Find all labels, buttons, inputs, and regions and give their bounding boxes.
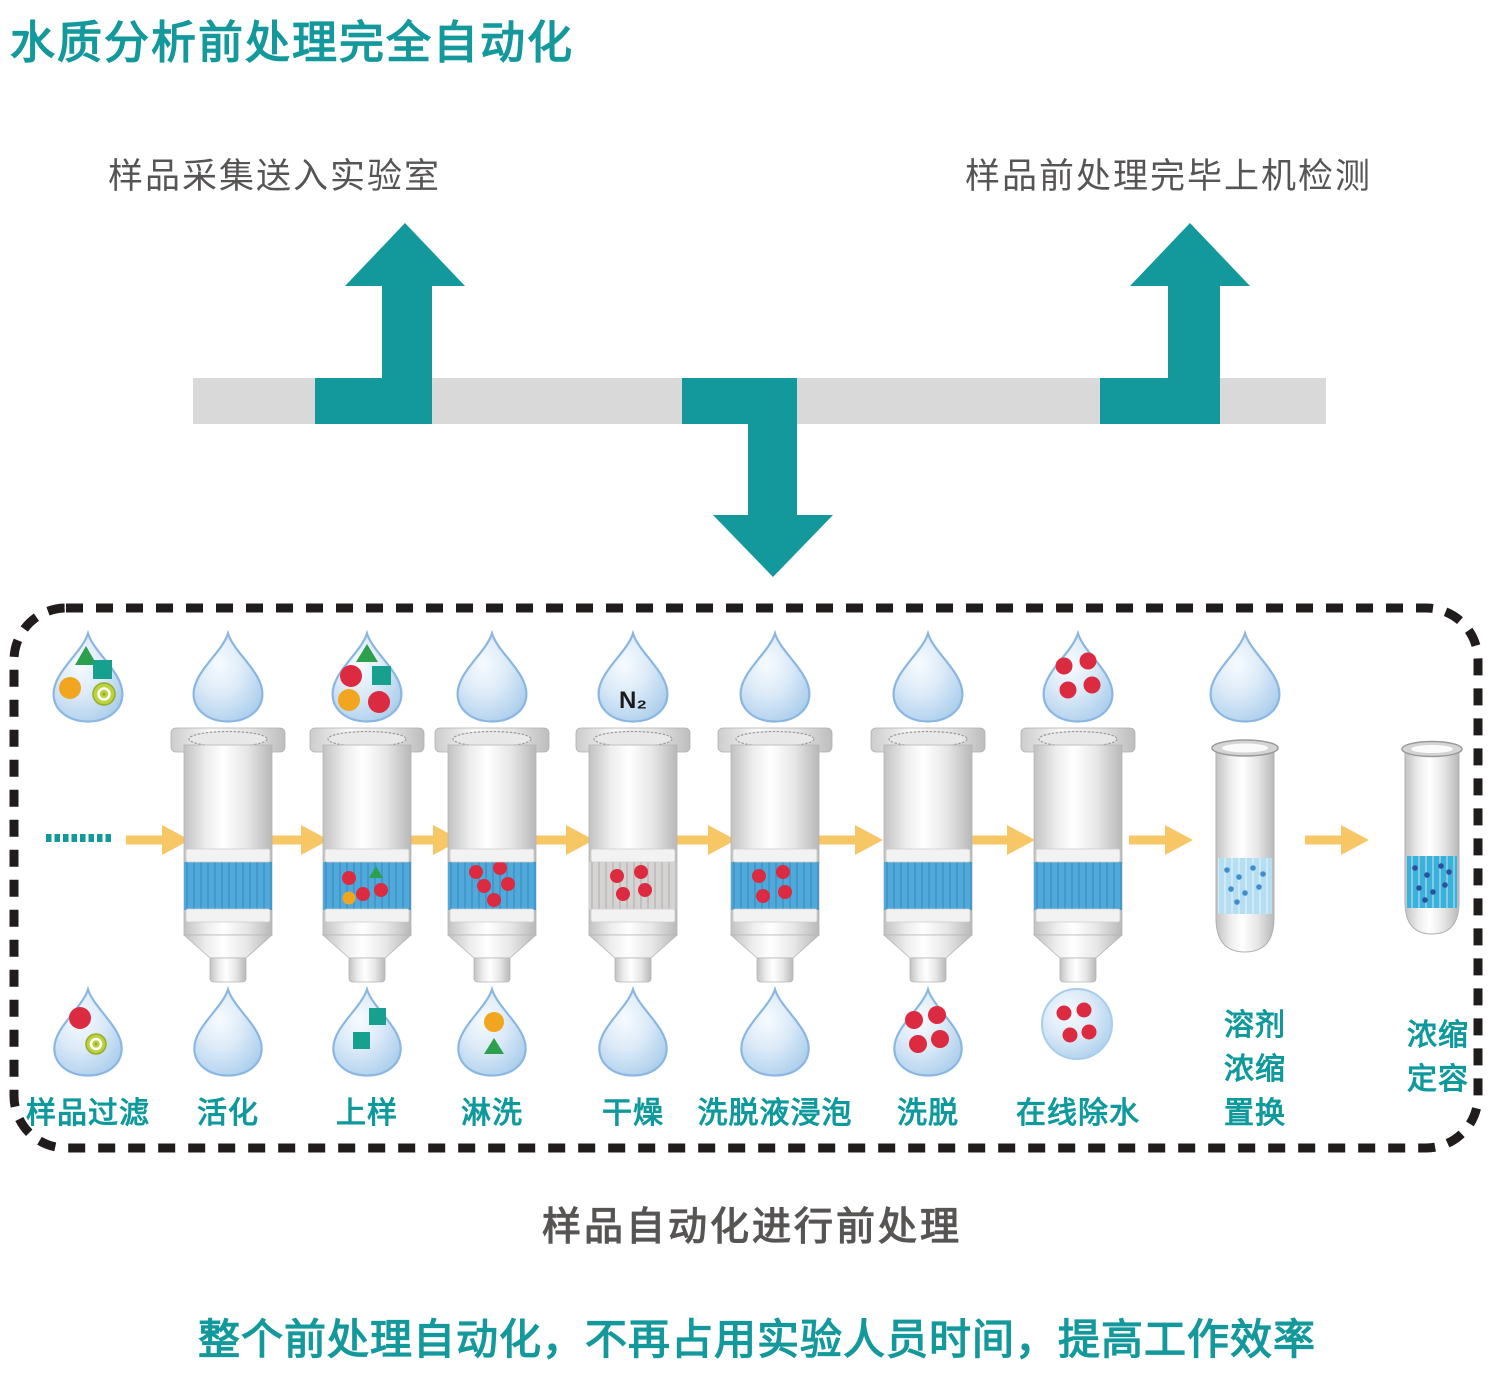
arrow-down-icon — [682, 378, 833, 577]
flow-arrow-icon — [1305, 825, 1369, 855]
test-tubes — [1211, 739, 1463, 953]
station-label-exchange-line3: 置换 — [1224, 1097, 1286, 1130]
flow-arrow-icon — [530, 825, 594, 855]
flow-arrow-icon — [1129, 825, 1193, 855]
footer-slogan: 整个前处理自动化，不再占用实验人员时间，提高工作效率 — [197, 1316, 1317, 1363]
drop-markers-filtered — [69, 1007, 107, 1055]
cartridge-loading — [309, 727, 425, 983]
timeline-label-collect: 样品采集送入实验室 — [108, 157, 442, 196]
timeline-graphic — [193, 223, 1326, 577]
station-label-exchange-line2: 浓缩 — [1224, 1053, 1286, 1086]
water-drop — [456, 632, 528, 723]
arrow-up-right-icon — [1100, 223, 1250, 424]
flow-arrow-icon — [819, 825, 883, 855]
station-label-rinse: 淋洗 — [461, 1097, 523, 1130]
station-label-exchange-line1: 溶剂 — [1224, 1009, 1286, 1042]
flow-arrow-icon — [971, 825, 1035, 855]
process-caption: 样品自动化进行前处理 — [541, 1206, 963, 1249]
water-drop — [740, 988, 810, 1077]
drop-markers-removed-water — [1056, 1002, 1097, 1043]
drop-markers-loading-waste — [353, 1008, 386, 1049]
n2-label: N₂ — [619, 687, 647, 714]
station-label-volume-line2: 定容 — [1407, 1063, 1469, 1096]
water-ball — [1041, 988, 1113, 1060]
water-drop — [1209, 632, 1281, 723]
cartridge-elution — [870, 727, 986, 983]
spe-cartridges — [170, 727, 1136, 983]
water-drop — [893, 988, 963, 1077]
cartridge-dewater — [1020, 727, 1136, 983]
water-drop — [598, 988, 668, 1077]
drop-markers-sample — [59, 646, 116, 706]
flow-arrow-icon — [126, 825, 190, 855]
station-label-activation: 活化 — [197, 1097, 259, 1130]
flow-arrow-icon — [672, 825, 736, 855]
drop-markers-dewater — [1055, 652, 1101, 699]
water-drop — [892, 632, 964, 723]
test-tube-volume — [1401, 740, 1463, 935]
station-label-volume-line1: 浓缩 — [1407, 1019, 1469, 1052]
page-title: 水质分析前处理完全自动化 — [10, 17, 575, 68]
station-label-loading: 上样 — [336, 1097, 398, 1130]
station-label-elution: 洗脱 — [897, 1097, 959, 1130]
station-label-sample-filter: 样品过滤 — [26, 1097, 150, 1130]
cartridge-rinse — [434, 727, 550, 983]
flow-arrow-icon — [265, 825, 329, 855]
drop-markers-loading — [338, 644, 391, 713]
station-label-drying: 干燥 — [602, 1097, 664, 1130]
top-drops: N₂ — [52, 632, 1281, 723]
timeline-label-detect: 样品前处理完毕上机检测 — [965, 157, 1373, 196]
drop-markers-rinse-waste — [484, 1012, 504, 1054]
water-drop — [739, 632, 811, 723]
water-drop — [193, 988, 263, 1077]
water-drop — [53, 988, 123, 1077]
water-drop — [1042, 632, 1114, 723]
cartridge-activation — [170, 727, 286, 983]
cartridge-drying — [575, 727, 691, 983]
bottom-drops — [53, 988, 1113, 1077]
process-boundary — [9, 603, 1483, 1153]
cartridge-eluent-soak — [717, 727, 833, 983]
station-label-dewater: 在线除水 — [1016, 1097, 1140, 1130]
drop-markers-eluate — [905, 1006, 949, 1053]
test-tube-exchange — [1211, 739, 1279, 953]
water-drop — [457, 988, 527, 1077]
station-label-eluent-soak: 洗脱液浸泡 — [697, 1097, 853, 1130]
inlet-dotted-line — [46, 834, 111, 842]
water-drop — [192, 632, 264, 723]
arrow-up-left-icon — [315, 223, 465, 424]
water-drop — [52, 632, 124, 723]
